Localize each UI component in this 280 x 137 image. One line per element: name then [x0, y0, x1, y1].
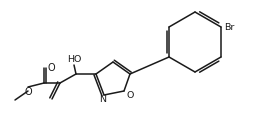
Text: O: O	[47, 63, 55, 73]
Text: N: N	[99, 95, 106, 105]
Text: O: O	[126, 91, 134, 99]
Text: HO: HO	[67, 55, 81, 65]
Text: Br: Br	[224, 22, 234, 32]
Text: O: O	[24, 87, 32, 97]
